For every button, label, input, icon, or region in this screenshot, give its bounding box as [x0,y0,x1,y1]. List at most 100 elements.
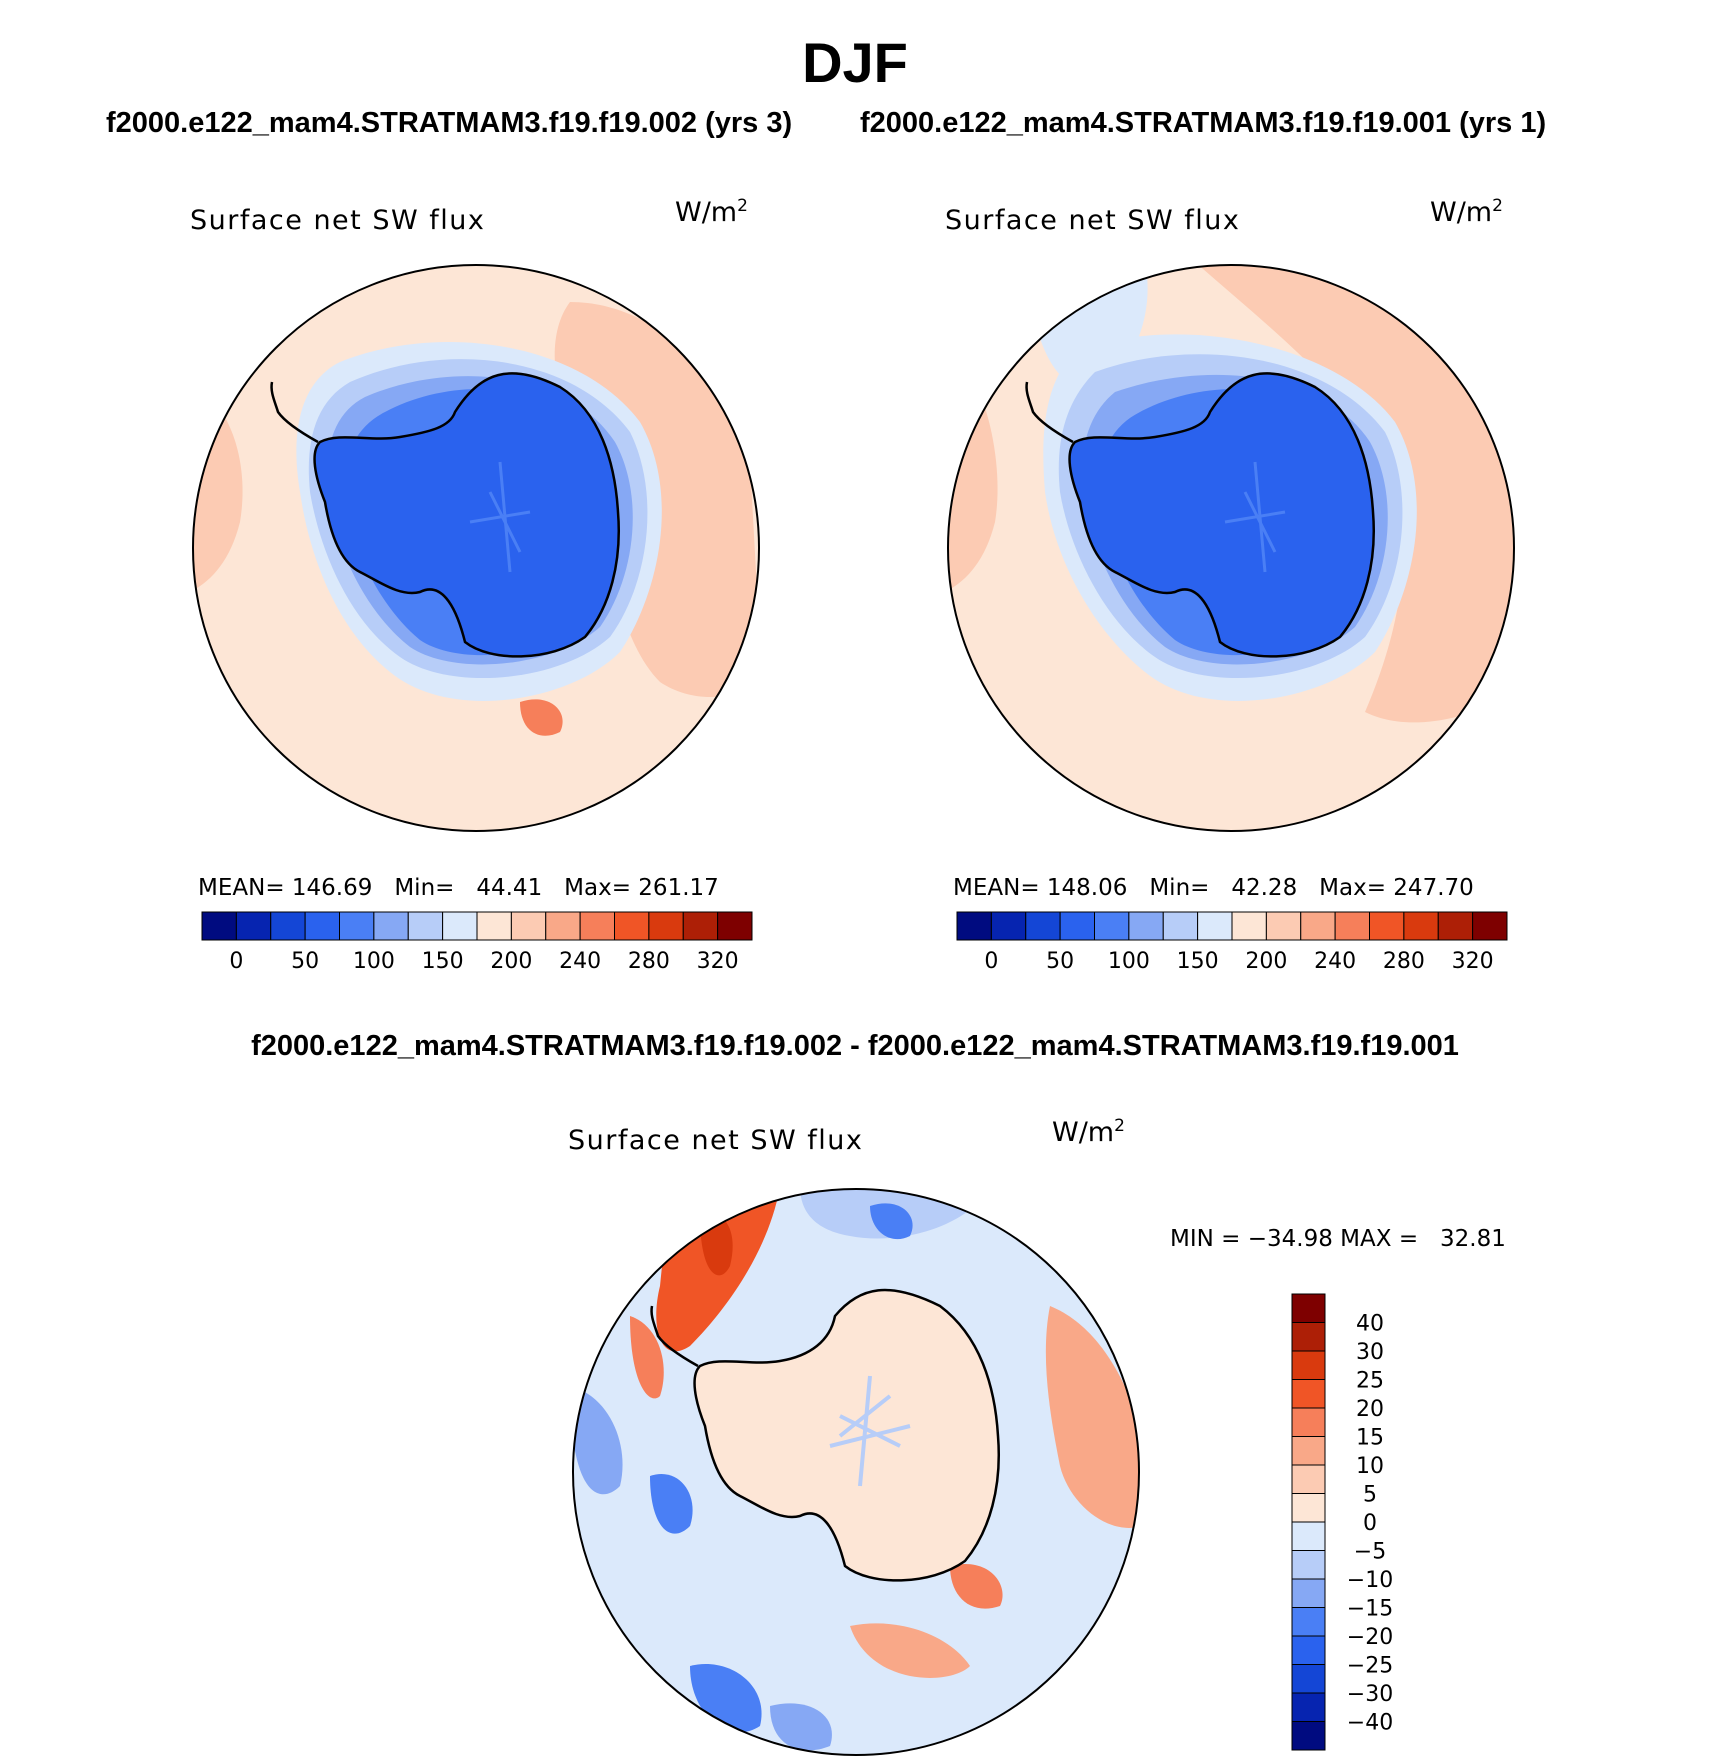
colorbar-difference-swatch [1291,1436,1326,1466]
map-boundary [192,264,760,832]
panel1-min-value: 44.41 [476,875,543,901]
colorbar-panel2-tick-label: 320 [1452,949,1494,974]
colorbar-panel2-swatch [1265,911,1302,941]
colorbar-panel1-swatch [648,911,684,941]
figure-title: DJF [802,31,908,94]
colorbar-panel2-tick-label: 0 [984,949,998,974]
panel3-stats: MIN = −34.98 MAX = 32.81 [1170,1226,1506,1252]
colorbar-difference-swatch [1291,1664,1326,1694]
colorbar-panel2-swatch [1300,911,1336,941]
colorbar-difference-tick-label: 0 [1363,1511,1377,1536]
subtitle-difference: f2000.e122_mam4.STRATMAM3.f19.f19.002 - … [251,1030,1459,1062]
antarctica-coastline [693,1288,1000,1582]
colorbar-panel2-swatch [1025,911,1061,941]
colorbar-difference-swatch [1291,1493,1326,1523]
panel2-max-value: 247.70 [1393,875,1474,901]
panel1-mean-value: 146.69 [291,875,373,901]
colorbar-panel2-tick-label: 50 [1046,949,1074,974]
colorbar-panel2-swatch [990,911,1027,941]
map-panel-case-001 [947,264,1515,832]
colorbar-panel2-tick-label: 150 [1177,949,1219,974]
colorbar-panel1-tick-label: 0 [229,949,243,974]
colorbar-panel2-swatch [1128,911,1164,941]
warm-ocean-band [1195,265,1514,723]
colorbar-difference-tick-label: −30 [1347,1682,1393,1707]
panel3-variable-name: Surface net SW flux [568,1125,864,1156]
colorbar-difference-tick-label: −15 [1347,1597,1393,1622]
colorbar-difference-swatch [1291,1293,1326,1323]
panel2-mean-value: 148.06 [1046,875,1128,901]
colorbar-panel1-tick-label: 100 [353,949,395,974]
colorbar-difference-swatch [1291,1692,1326,1722]
colorbar-difference-tick-label: 10 [1356,1454,1384,1479]
colorbar-difference-swatch [1291,1350,1326,1380]
colorbar-panel2: 0 50 100 150 200 240 280 320 [956,911,1508,974]
colorbar-panel2-swatch [1197,911,1233,941]
colorbar-panel1-swatch [510,911,547,941]
colorbar-panel1-swatch [235,911,272,941]
colorbar-panel1-tick-label: 320 [697,949,739,974]
panel1-stats: MEAN= 146.69 Min= 44.41 Max= 261.17 [198,875,719,901]
colorbar-panel1-swatch [682,911,719,941]
colorbar-difference-tick-label: −10 [1347,1568,1393,1593]
colorbar-difference-tick-label: 5 [1363,1483,1377,1508]
panel3-max-value: 32.81 [1440,1226,1506,1252]
colorbar-panel1-tick-label: 280 [628,949,670,974]
antarctic-peninsula [1025,381,1074,444]
colorbar-difference-tick-label: −20 [1347,1625,1393,1650]
colorbar-difference-tick-label: −25 [1347,1654,1393,1679]
colorbar-panel2-tick-label: 240 [1314,949,1356,974]
positive-anomaly [1045,1306,1139,1528]
colorbar-panel1-tick-label: 150 [422,949,464,974]
panel1-variable-name: Surface net SW flux [190,205,486,236]
map-panel-case-002 [192,264,760,832]
map-boundary [947,264,1515,832]
colorbar-panel2-swatch [1231,911,1267,941]
panel3-min-value: −34.98 [1247,1226,1333,1252]
colorbar-panel2-swatch [1437,911,1474,941]
colorbar-panel1-swatch [476,911,512,941]
colorbar-panel2-swatch [1472,911,1508,941]
antarctic-peninsula [650,1305,699,1368]
colorbar-difference-swatch [1291,1721,1326,1751]
subtitle-left-case: f2000.e122_mam4.STRATMAM3.f19.f19.002 (y… [106,107,793,139]
colorbar-panel1-tick-label: 50 [291,949,319,974]
colorbar-panel1-swatch [579,911,615,941]
panel1-max-value: 261.17 [638,875,719,901]
colorbar-difference-swatch [1291,1407,1326,1437]
colorbar-difference-tick-label: 25 [1356,1369,1384,1394]
colorbar-panel1-swatch [201,911,237,941]
colorbar-panel1-tick-label: 200 [490,949,532,974]
panel2-units: W/m2 [1430,196,1503,228]
antarctic-peninsula [270,381,319,444]
negative-anomaly [650,1474,693,1534]
antarctica-coastline [313,372,620,658]
colorbar-panel1-swatch [407,911,444,941]
colorbar-panel1-swatch [339,911,375,941]
panel2-variable-name: Surface net SW flux [945,205,1241,236]
colorbar-difference-swatch [1291,1635,1326,1665]
colorbar-panel2-swatch [1094,911,1130,941]
colorbar-panel2-swatch [1403,911,1439,941]
colorbar-difference-swatch [1291,1607,1326,1637]
colorbar-difference-tick-label: −40 [1347,1711,1393,1736]
colorbar-difference-swatch [1291,1550,1326,1580]
colorbar-difference-swatch [1291,1578,1326,1608]
panel2-stats: MEAN= 148.06 Min= 42.28 Max= 247.70 [953,875,1474,901]
colorbar-panel1-swatch [717,911,753,941]
colorbar-difference: 40 30 25 20 15 10 5 0 −5 −10 −15 −20 −25 −30 −40 [1291,1293,1393,1751]
colorbar-difference-tick-label: 30 [1356,1340,1384,1365]
colorbar-panel2-tick-label: 100 [1108,949,1150,974]
colorbar-difference-swatch [1291,1464,1326,1494]
colorbar-panel1-tick-label: 240 [559,949,601,974]
map-boundary [572,1188,1140,1756]
colorbar-panel2-swatch [1369,911,1405,941]
colorbar-difference-swatch [1291,1322,1326,1352]
colorbar-panel1-swatch [442,911,478,941]
colorbar-difference-swatch [1291,1379,1326,1409]
subtitle-right-case: f2000.e122_mam4.STRATMAM3.f19.f19.001 (y… [860,107,1547,139]
colorbar-difference-swatch [1291,1521,1326,1551]
colorbar-panel1-swatch [373,911,409,941]
panel2-min-value: 42.28 [1231,875,1298,901]
colorbar-panel2-tick-label: 280 [1383,949,1425,974]
